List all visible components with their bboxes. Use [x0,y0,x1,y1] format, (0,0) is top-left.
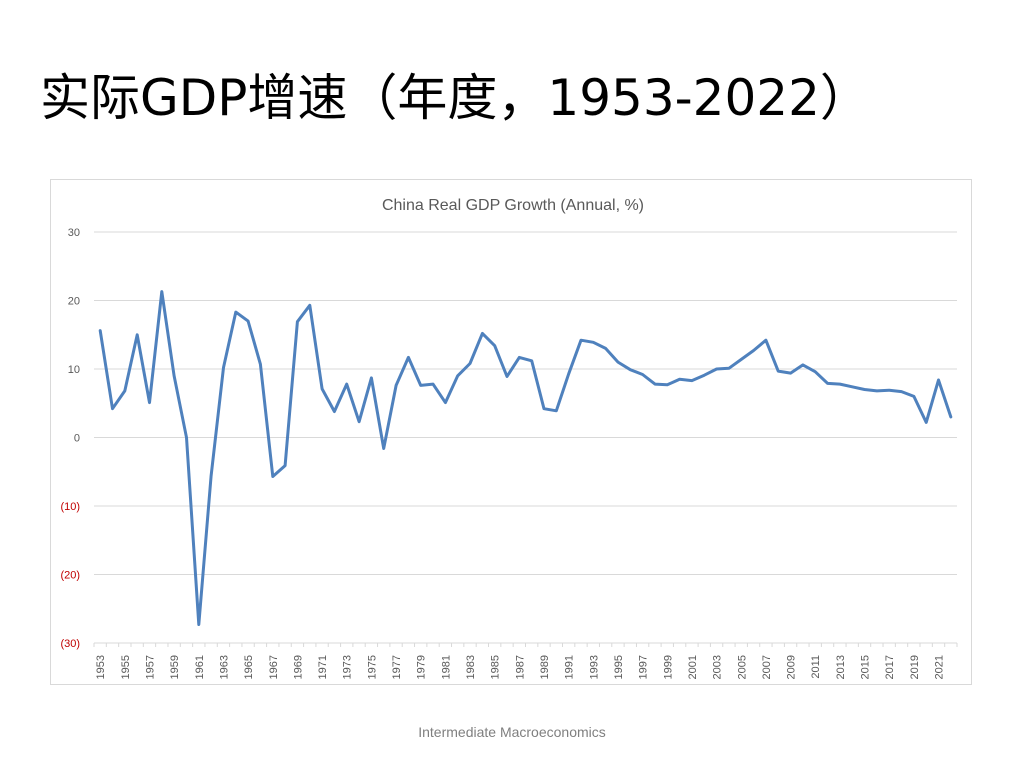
x-tick-label: 2017 [884,655,896,679]
x-tick-label: 1993 [588,655,600,679]
x-tick-label: 1987 [514,655,526,679]
y-axis-ticks: 30 20 10 0 (10) (20) (30) [60,227,80,650]
x-tick-label: 1953 [95,655,107,679]
x-tick-label: 1991 [564,655,576,679]
gridlines [94,231,957,644]
x-tick-label: 1975 [366,655,378,679]
x-tick-label: 1983 [465,655,477,679]
x-tick-label: 2019 [909,655,921,679]
x-tick-label: 1981 [440,655,452,679]
chart-title: China Real GDP Growth (Annual, %) [382,197,644,214]
x-tick-label: 2013 [835,655,847,679]
x-tick-label: 1985 [490,655,502,679]
x-tick-label: 2007 [761,655,773,679]
x-tick-label: 1969 [292,655,304,679]
y-tick-label: (30) [60,638,80,650]
x-tick-label: 1995 [613,655,625,679]
x-tick-label: 1963 [218,655,230,679]
x-tick-label: 2003 [712,655,724,679]
x-tick-label: 1973 [342,655,354,679]
y-tick-label: 0 [74,433,80,445]
x-tick-label: 2015 [860,655,872,679]
x-tick-label: 2005 [736,655,748,679]
x-axis-ticks: 1953 1955 1957 1959 1961 1963 1965 1967 1969 1971… [93,642,958,679]
x-tick-label: 1997 [638,655,650,679]
y-tick-label: 20 [68,296,80,308]
gdp-growth-line-chart: China Real GDP Growth (Annual, %) 30 20 10… [60,197,958,679]
x-tick-label: 2021 [934,655,946,679]
slide-title: 实际GDP增速（年度，1953-2022） [40,69,870,127]
x-tick-label: 1955 [120,655,132,679]
x-tick-label: 1979 [416,655,428,679]
x-tick-label: 1999 [662,655,674,679]
x-tick-label: 1971 [317,655,329,679]
x-tick-label: 2011 [810,655,822,679]
slide-footer: Intermediate Macroeconomics [418,724,606,740]
x-tick-label: 1989 [539,655,551,679]
x-tick-label: 2001 [687,655,699,679]
x-tick-label: 1965 [243,655,255,679]
x-tick-label: 1967 [268,655,280,679]
chart-frame: China Real GDP Growth (Annual, %) 30 20 10… [50,179,972,685]
y-tick-label: 30 [68,227,80,239]
y-tick-label: (10) [60,501,80,513]
x-tick-label: 1957 [144,655,156,679]
y-tick-label: (20) [60,570,80,582]
x-tick-label: 1961 [194,655,206,679]
x-tick-label: 1959 [169,655,181,679]
series-layer [98,290,953,626]
y-tick-label: 10 [68,364,80,376]
x-tick-label: 2009 [786,655,798,679]
x-tick-label: 1977 [391,655,403,679]
series-line [98,290,953,626]
